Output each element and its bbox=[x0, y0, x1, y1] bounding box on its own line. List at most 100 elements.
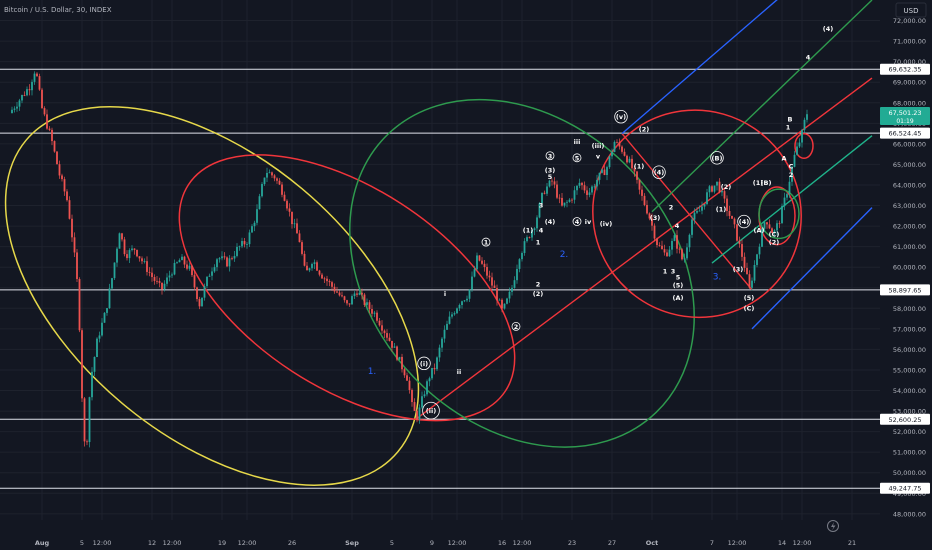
candle bbox=[548, 179, 551, 188]
candle bbox=[286, 199, 288, 211]
wave-label-text: 2 bbox=[536, 281, 541, 289]
time-tick-label: 12:00 bbox=[728, 539, 747, 547]
candle bbox=[678, 246, 681, 254]
price-axis-panel[interactable] bbox=[880, 0, 932, 520]
candle bbox=[508, 287, 511, 303]
candle bbox=[716, 181, 718, 191]
time-axis: Aug 5 12:00 12 12:00 19 12:00 26 Sep 5 9 12:00 16 12:… bbox=[35, 539, 856, 547]
wave-label-text: (2) bbox=[769, 239, 779, 247]
candle bbox=[188, 262, 191, 271]
wave-label: (i) bbox=[417, 356, 431, 371]
wave-label: 3. bbox=[713, 273, 722, 283]
candle bbox=[501, 298, 503, 313]
candle bbox=[73, 232, 76, 258]
bar-countdown-label: 01:19 bbox=[896, 118, 913, 125]
lightning-icon[interactable] bbox=[827, 520, 839, 532]
price-tick-label: 68,000.00 bbox=[893, 99, 926, 107]
candle bbox=[303, 250, 306, 267]
currency-box[interactable]: USD bbox=[895, 2, 927, 18]
candle bbox=[743, 252, 746, 272]
candle bbox=[476, 252, 478, 271]
wave-ellipse[interactable] bbox=[551, 68, 842, 359]
candle bbox=[666, 249, 668, 257]
trend-lines bbox=[416, 0, 873, 419]
wave-label-text: A bbox=[781, 154, 786, 162]
candle bbox=[558, 194, 561, 204]
candle bbox=[341, 291, 343, 298]
candle bbox=[23, 91, 26, 97]
candle bbox=[676, 230, 678, 254]
candle bbox=[756, 253, 758, 268]
candle bbox=[543, 190, 546, 195]
candle bbox=[213, 264, 216, 273]
candle bbox=[271, 171, 273, 178]
wave-label: 5 bbox=[572, 153, 582, 162]
candle bbox=[583, 181, 586, 194]
wave-label-text: (i) bbox=[420, 360, 428, 368]
wave-label-text: 4 bbox=[806, 54, 811, 62]
candle bbox=[796, 142, 798, 156]
price-level-badge: 49,247.75 bbox=[880, 482, 930, 494]
candle bbox=[333, 283, 336, 294]
candles bbox=[11, 71, 808, 448]
candle bbox=[98, 331, 101, 343]
wave-ellipse[interactable] bbox=[0, 33, 488, 550]
candle bbox=[366, 298, 368, 310]
candle bbox=[453, 311, 456, 316]
trend-line[interactable] bbox=[416, 77, 873, 419]
price-tick-label: 65,000.00 bbox=[893, 161, 926, 169]
candle bbox=[771, 227, 773, 234]
wave-ellipse[interactable] bbox=[134, 101, 560, 475]
wave-ellipse[interactable] bbox=[794, 132, 814, 160]
candle bbox=[573, 186, 576, 204]
candle bbox=[673, 232, 676, 242]
wave-label: 1 bbox=[481, 237, 491, 247]
candle bbox=[753, 260, 756, 284]
candle bbox=[256, 204, 258, 226]
trend-line[interactable] bbox=[621, 133, 753, 291]
wave-label-text: (4) bbox=[654, 169, 664, 177]
candle bbox=[498, 298, 501, 301]
candle bbox=[76, 249, 78, 282]
wave-ellipses bbox=[0, 30, 842, 550]
wave-ellipse[interactable] bbox=[758, 188, 800, 240]
candle bbox=[641, 185, 643, 201]
candle bbox=[541, 192, 543, 208]
candle bbox=[168, 270, 171, 282]
wave-label: (1) bbox=[523, 226, 533, 234]
candle bbox=[588, 188, 591, 198]
candle bbox=[636, 170, 638, 184]
candle bbox=[26, 86, 28, 97]
wave-label: (5) bbox=[744, 294, 754, 302]
candle bbox=[228, 255, 231, 272]
candle bbox=[363, 292, 366, 307]
candle bbox=[128, 248, 131, 264]
candle bbox=[46, 109, 48, 130]
wave-label: 3 bbox=[545, 151, 555, 160]
wave-ellipse[interactable] bbox=[280, 30, 764, 516]
time-axis-panel[interactable] bbox=[0, 520, 932, 550]
wave-label: (C) bbox=[744, 304, 755, 312]
price-tick-label: 51,000.00 bbox=[893, 449, 926, 457]
trend-line[interactable] bbox=[651, 0, 873, 213]
candle bbox=[658, 242, 661, 247]
candle bbox=[521, 251, 523, 262]
wave-label: i bbox=[444, 290, 446, 298]
candle bbox=[603, 165, 606, 176]
candle bbox=[561, 192, 563, 207]
wave-label: (iii) bbox=[592, 142, 605, 150]
wave-label: 5 bbox=[676, 274, 681, 282]
candle bbox=[28, 84, 31, 96]
wave-label: (2) bbox=[533, 290, 543, 298]
trend-line[interactable] bbox=[751, 207, 873, 330]
wave-label-text: v bbox=[596, 152, 601, 160]
wave-label-text: 1 bbox=[536, 239, 541, 247]
trend-line[interactable] bbox=[621, 0, 872, 135]
candle bbox=[773, 228, 776, 238]
candle bbox=[608, 155, 611, 169]
candle bbox=[553, 177, 556, 189]
candle bbox=[321, 272, 323, 279]
candle bbox=[536, 215, 538, 232]
candle bbox=[683, 253, 686, 263]
